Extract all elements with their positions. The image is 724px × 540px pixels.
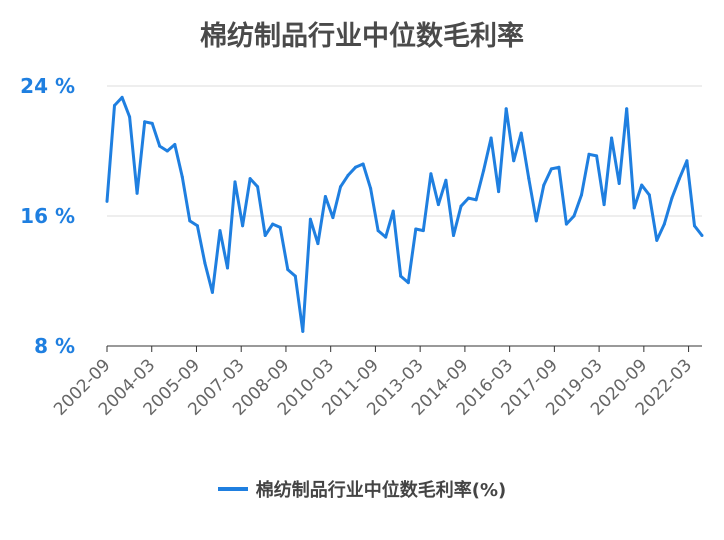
data-point	[256, 185, 260, 189]
data-point	[316, 242, 320, 246]
data-point	[361, 162, 365, 166]
data-point	[459, 204, 463, 208]
data-point	[354, 165, 357, 169]
y-tick-label: 24 %	[20, 74, 75, 98]
data-point	[105, 199, 109, 203]
data-point	[564, 222, 568, 226]
data-point	[248, 177, 252, 181]
data-point	[150, 121, 154, 125]
data-point	[542, 183, 546, 187]
data-point	[662, 222, 666, 226]
data-point	[602, 203, 606, 207]
data-point	[323, 195, 327, 198]
data-point	[610, 136, 614, 140]
data-point	[534, 219, 538, 223]
data-point	[339, 185, 342, 189]
data-point	[293, 274, 297, 278]
data-point	[655, 238, 659, 242]
data-point	[331, 216, 335, 220]
data-point	[677, 177, 681, 181]
data-point	[489, 136, 493, 140]
gridlines	[107, 85, 702, 347]
data-point	[429, 172, 433, 176]
x-axis-ticks: 2002-092004-032005-092007-032008-092010-…	[50, 346, 696, 420]
data-point	[128, 115, 132, 119]
data-point	[617, 182, 621, 185]
data-point	[165, 149, 169, 153]
data-point	[376, 229, 380, 233]
data-point	[173, 143, 177, 146]
y-tick-label: 8 %	[34, 334, 75, 358]
data-point	[497, 190, 501, 194]
data-point	[180, 175, 184, 179]
data-point	[226, 266, 229, 270]
data-point	[414, 227, 418, 231]
data-point	[406, 281, 410, 285]
data-point	[625, 107, 629, 111]
legend-swatch	[217, 487, 248, 491]
data-point	[263, 234, 267, 237]
data-point	[512, 159, 516, 163]
data-point	[519, 131, 523, 135]
data-point	[557, 165, 561, 169]
data-point	[632, 206, 636, 210]
data-point	[444, 178, 448, 182]
data-point	[278, 225, 282, 229]
data-point	[113, 104, 116, 107]
y-tick-label: 16 %	[20, 204, 75, 228]
legend-label: 棉纺制品行业中位数毛利率(%)	[255, 480, 507, 501]
data-point	[286, 268, 290, 272]
data-point	[693, 224, 696, 228]
data-point	[436, 203, 440, 207]
y-axis-ticks: 8 % 16 % 24 %	[20, 74, 75, 358]
data-point	[647, 193, 651, 197]
data-point	[640, 183, 644, 187]
data-point	[158, 144, 162, 148]
data-point	[421, 229, 425, 233]
series-line	[105, 95, 704, 333]
data-point	[369, 186, 373, 190]
data-point	[271, 222, 275, 226]
data-point	[203, 261, 207, 265]
data-point	[595, 154, 599, 158]
data-point	[384, 235, 388, 239]
data-point	[143, 120, 147, 124]
data-point	[399, 274, 403, 278]
data-point	[308, 217, 312, 221]
data-point	[587, 152, 591, 156]
data-point	[685, 159, 689, 163]
data-point	[467, 196, 470, 200]
data-point	[346, 173, 350, 177]
data-point	[241, 224, 245, 228]
data-point	[572, 214, 576, 218]
chart-title: 棉纺制品行业中位数毛利率	[200, 21, 524, 52]
data-point	[218, 229, 222, 233]
series-layer	[105, 95, 704, 333]
data-point	[301, 329, 305, 333]
data-point	[391, 209, 395, 213]
data-point	[195, 224, 199, 228]
data-point	[670, 196, 674, 200]
data-point	[504, 107, 508, 111]
data-point	[120, 95, 124, 99]
data-point	[135, 191, 139, 195]
data-point	[452, 234, 455, 237]
data-point	[210, 290, 214, 294]
legend: 棉纺制品行业中位数毛利率(%)	[0, 476, 724, 502]
data-point	[580, 193, 583, 197]
data-point	[474, 198, 478, 202]
data-point	[188, 219, 192, 223]
data-point	[700, 234, 704, 237]
data-point	[549, 167, 553, 171]
data-point	[527, 177, 531, 181]
data-point	[233, 180, 237, 184]
data-point	[482, 169, 486, 172]
